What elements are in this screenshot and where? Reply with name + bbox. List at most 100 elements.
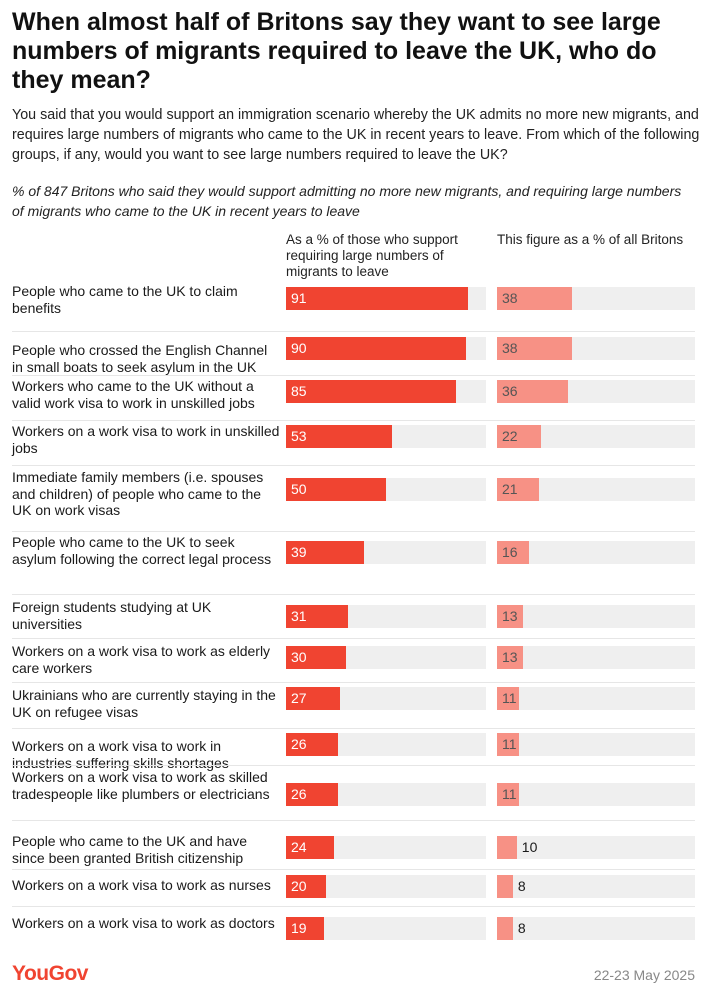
bar-track: 16: [497, 541, 695, 564]
bar-support-pct: [286, 836, 334, 859]
bar-support-pct: [286, 783, 338, 806]
category-label: Workers on a work visa to work in indust…: [12, 738, 229, 771]
bar-track: 13: [497, 605, 695, 628]
value-label: 10: [521, 839, 538, 855]
bar-track: 26: [286, 783, 486, 806]
bar-support-pct: [286, 287, 468, 310]
category-label: Workers on a work visa to work as skille…: [12, 769, 270, 802]
bar-track: 38: [497, 337, 695, 360]
column-header-support-pct: As a % of those who support requiring la…: [286, 232, 458, 279]
value-label: 50: [291, 481, 307, 497]
bar-track: 10: [497, 836, 695, 859]
value-label: 26: [291, 736, 307, 752]
column-header-all-britons-pct: This figure as a % of all Britons: [497, 232, 684, 247]
bar-all-britons-pct: [497, 733, 519, 756]
bar-support-pct: [286, 687, 340, 710]
chart-row: People who came to the UK to claim benef…: [12, 283, 695, 326]
bar-support-pct: [286, 875, 326, 898]
value-label: 20: [291, 878, 307, 894]
bar-track: 20: [286, 875, 486, 898]
value-label: 27: [291, 690, 307, 706]
bar-all-britons-pct: [497, 478, 539, 501]
value-label: 38: [502, 290, 518, 306]
category-label: Workers on a work visa to work as nurses: [12, 877, 271, 893]
value-label: 24: [291, 839, 307, 855]
value-label: 11: [502, 690, 517, 706]
bar-support-pct: [286, 541, 364, 564]
category-label: People who came to the UK and have since…: [12, 833, 248, 866]
value-label: 21: [502, 481, 518, 497]
base-note: % of 847 Britons who said they would sup…: [12, 183, 682, 219]
bar-support-pct: [286, 605, 348, 628]
chart-title: When almost half of Britons say they wan…: [12, 8, 661, 94]
bar-all-britons-pct: [497, 836, 517, 859]
bar-track: 91: [286, 287, 486, 310]
bar-track: 24: [286, 836, 486, 859]
bar-support-pct: [286, 733, 338, 756]
bar-track: 13: [497, 646, 695, 669]
chart-row: People who came to the UK to seek asylum…: [12, 531, 695, 594]
category-label: Workers on a work visa to work in unskil…: [12, 423, 280, 456]
value-label: 91: [291, 290, 307, 306]
chart-row: Workers on a work visa to work as nurses…: [12, 869, 695, 906]
chart-row: Workers on a work visa to work as doctor…: [12, 906, 695, 948]
bar-all-britons-pct: [497, 605, 523, 628]
value-label: 11: [502, 786, 517, 802]
chart-row: Workers on a work visa to work in indust…: [12, 728, 695, 771]
value-label: 11: [502, 736, 517, 752]
chart-row: People who came to the UK and have since…: [12, 820, 695, 869]
chart-row: Workers on a work visa to work as skille…: [12, 765, 695, 820]
category-label: Workers on a work visa to work as elderl…: [12, 643, 271, 676]
bar-all-britons-pct: [497, 687, 519, 710]
bar-track: 19: [286, 917, 486, 940]
bar-track: 8: [497, 917, 695, 940]
chart-row: Foreign students studying at UK universi…: [12, 594, 695, 638]
value-label: 22: [502, 428, 518, 444]
fieldwork-date: 22-23 May 2025: [593, 967, 695, 983]
bar-track: 31: [286, 605, 486, 628]
bar-support-pct: [286, 425, 392, 448]
bar-support-pct: [286, 917, 324, 940]
category-label: Immediate family members (i.e. spouses a…: [12, 469, 264, 518]
value-label: 53: [291, 428, 307, 444]
bar-track: 50: [286, 478, 486, 501]
bar-all-britons-pct: [497, 287, 573, 310]
category-label: People who came to the UK to seek asylum…: [12, 534, 272, 567]
value-label: 30: [291, 649, 307, 665]
bar-track: 11: [497, 733, 695, 756]
bar-track: 30: [286, 646, 486, 669]
category-label: People who crossed the English Channel i…: [12, 342, 268, 375]
value-label: 90: [291, 340, 307, 356]
value-label: 8: [517, 920, 526, 936]
value-label: 38: [502, 340, 518, 356]
bar-track: 39: [286, 541, 486, 564]
bar-all-britons-pct: [497, 541, 529, 564]
yougov-logo: YouGov: [12, 962, 88, 985]
bar-all-britons-pct: [497, 875, 513, 898]
bar-track: 85: [286, 380, 486, 403]
bar-all-britons-pct: [497, 380, 569, 403]
chart-row: Immediate family members (i.e. spouses a…: [12, 465, 695, 531]
bar-support-pct: [286, 337, 466, 360]
bar-track: 26: [286, 733, 486, 756]
chart-row: People who crossed the English Channel i…: [12, 331, 695, 375]
chart-row: Workers on a work visa to work in unskil…: [12, 420, 695, 465]
bar-support-pct: [286, 646, 346, 669]
chart-row: Workers on a work visa to work as elderl…: [12, 638, 695, 682]
bar-track: 36: [497, 380, 695, 403]
chart-row: Workers who came to the UK without a val…: [12, 375, 695, 420]
bar-track: 38: [497, 287, 695, 310]
bar-track: 8: [497, 875, 695, 898]
chart-row: Ukrainians who are currently staying in …: [12, 682, 695, 728]
category-label: Workers who came to the UK without a val…: [12, 378, 255, 411]
bar-all-britons-pct: [497, 783, 519, 806]
bar-track: 27: [286, 687, 486, 710]
value-label: 39: [291, 544, 307, 560]
category-label: Foreign students studying at UK universi…: [12, 599, 212, 632]
bar-all-britons-pct: [497, 425, 541, 448]
category-label: Workers on a work visa to work as doctor…: [12, 915, 275, 931]
value-label: 26: [291, 786, 307, 802]
value-label: 13: [502, 649, 518, 665]
question-text: You said that you would support an immig…: [12, 107, 700, 163]
value-label: 85: [291, 383, 307, 399]
